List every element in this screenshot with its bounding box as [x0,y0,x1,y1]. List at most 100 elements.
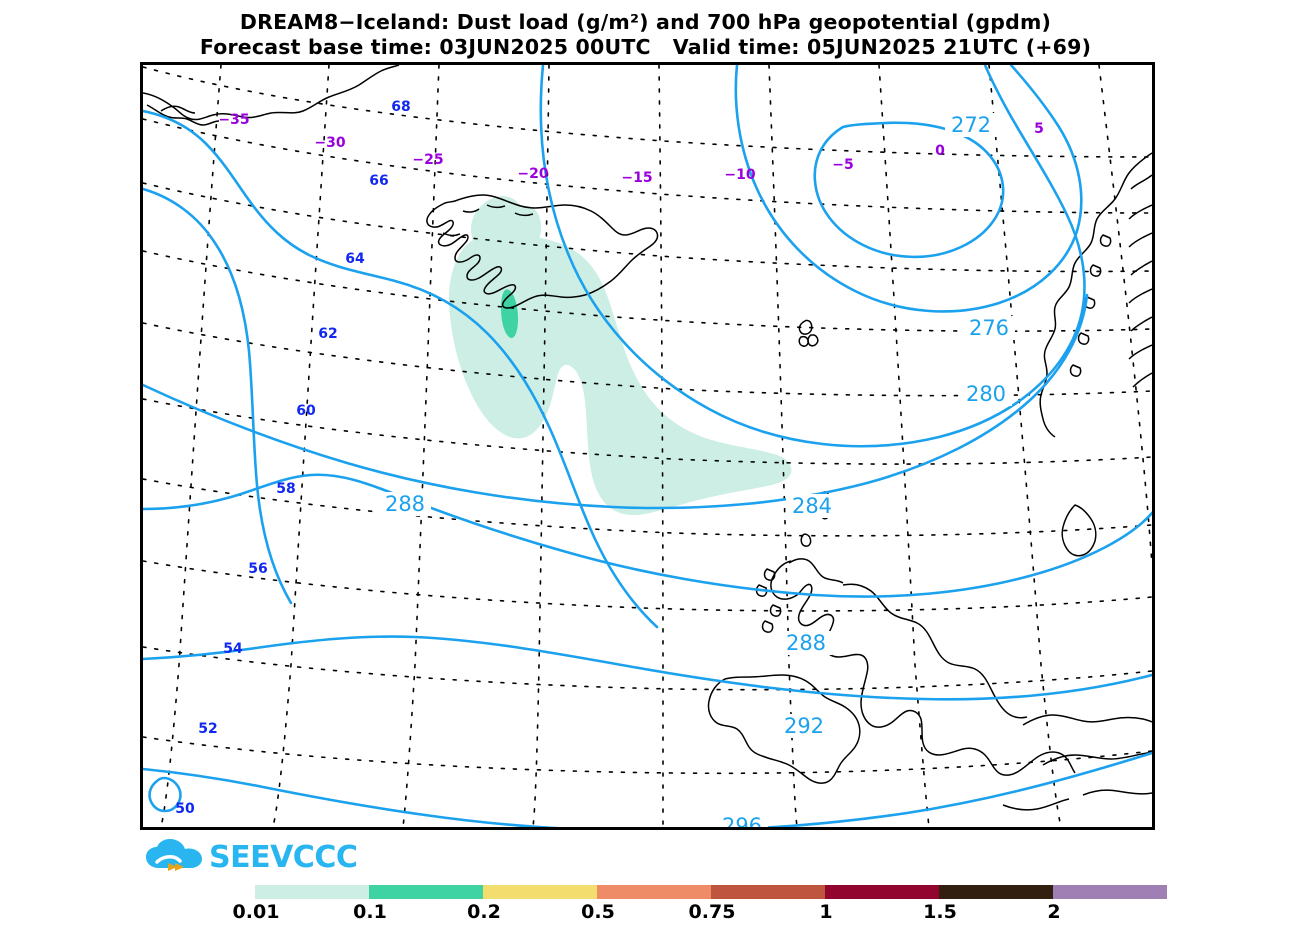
coastlines [143,65,1152,811]
coastline-norway-islands [1069,234,1112,377]
contour-label-276: 276 [963,316,1015,340]
colorbar-tick-0.1: 0.1 [353,901,387,923]
coastline-scotland-isles [755,568,782,633]
lat-label-68: 68 [391,99,410,115]
coastline-norway [1039,152,1152,438]
contour-label-272: 272 [945,113,997,137]
dust-load-colorbar: 0.01 0.1 0.2 0.5 0.75 1 1.5 2 [233,885,1167,923]
colorbar-tick-0.2: 0.2 [467,901,501,923]
arrow-icon [168,863,177,871]
contour-284 [143,293,1089,510]
contour-276 [734,65,1083,313]
colorbar-segment-0.75 [711,885,825,899]
coastline-iceland-fjords [442,204,534,237]
meridian-5 [1098,65,1152,566]
colorbar-tick-0.75: 0.75 [688,901,736,923]
coastline-denmark [1061,504,1097,557]
contour-label-296: 296 [716,814,768,827]
map-plot-area: 272 276 280 284 288 [140,62,1155,830]
lon-label--15: −15 [621,170,652,186]
dust-contour-0.01 [448,235,792,516]
coastline-brittany [1002,798,1070,811]
dust-contour-0.01-north-lobe [471,196,524,256]
lat-label-60: 60 [296,403,316,419]
geopotential-contours [143,65,1152,827]
coastline-continent-3 [1082,789,1152,796]
seevccc-logo: SEEVCCC [143,836,358,878]
meridian--15 [658,65,664,827]
contour-280 [539,65,1086,448]
contour-left-edge-2 [143,187,293,605]
meridian--30 [272,65,330,827]
contour-label-text: 284 [792,494,832,518]
contour-label-text: 280 [966,382,1006,406]
coastline-ireland [707,674,861,784]
meridian--25 [402,65,440,827]
coastline-greenland-detail2 [160,105,196,114]
lat-label-62: 62 [318,326,337,342]
meridian--35 [160,65,222,827]
colorbar-tick-1.5: 1.5 [923,901,957,923]
lon-label--25: −25 [412,152,443,168]
lat-label-52: 52 [198,721,217,737]
lon-label--30: −30 [314,135,345,151]
chart-title-block: DREAM8−Iceland: Dust load (g/m²) and 700… [0,10,1291,60]
coastline-continent [1022,714,1152,726]
colorbar-segment-1.5 [939,885,1053,899]
coastline-greenland-detail [146,104,220,126]
colorbar-segment-0.5 [597,885,711,899]
contour-label-288-west: 288 [379,492,431,516]
dust-load-field [448,196,792,516]
contour-label-288-east: 288 [780,631,832,655]
lat-label-58: 58 [276,481,295,497]
lat-label-64: 64 [345,251,365,267]
contour-label-284: 284 [786,494,838,518]
colorbar-segment-2 [1053,885,1167,899]
lon-label--5: −5 [832,157,853,173]
dust-contour-0.01-spur [510,205,542,252]
dust-contour-0.1 [501,289,518,339]
contour-292 [143,635,1152,701]
coastline-gb-east [842,583,1028,719]
lon-label--35: −35 [218,112,249,128]
lat-label-66: 66 [369,173,388,189]
coastline-faroe-3 [798,335,809,347]
graticule-grid [143,65,1152,827]
lon-label-5: 5 [1034,121,1044,137]
longitude-labels: −35 −30 −25 −20 −15 −10 −5 0 5 [218,112,1043,186]
coastline-norway-fjords [1128,174,1152,388]
colorbar-tick-labels: 0.01 0.1 0.2 0.5 0.75 1 1.5 2 [233,899,1167,923]
coastline-faroe-2 [807,334,819,347]
colorbar-segment-0.01 [255,885,369,899]
lat-label-50: 50 [175,801,195,817]
coastline-scotland-west [788,558,844,584]
contour-label-group: 272 276 280 284 288 [379,113,1015,827]
forecast-time-subtitle: Forecast base time: 03JUN2025 00UTC Vali… [199,35,1092,59]
lat-label-56: 56 [248,561,267,577]
contour-label-text: 292 [784,714,824,738]
contour-288 [143,473,1152,598]
coastline-greenland [143,65,400,121]
lat-label-54: 54 [223,641,243,657]
lon-label-0: 0 [935,143,945,159]
meridian--5 [878,65,930,827]
page-title: DREAM8−Iceland: Dust load (g/m²) and 700… [239,10,1052,34]
colorbar-strip [255,885,1167,899]
logo-text: SEEVCCC [209,839,358,875]
lon-label--10: −10 [724,167,755,183]
coastline-great-britain [770,560,1076,776]
contour-272 [813,121,1005,259]
colorbar-tick-1: 1 [819,901,833,923]
contour-left-loop [148,776,182,813]
parallel-50 [143,736,1152,775]
meridian-0 [988,65,1062,827]
colorbar-segment-0.2 [483,885,597,899]
colorbar-tick-2: 2 [1047,901,1061,923]
meridian--10 [768,65,798,827]
colorbar-segment-1 [825,885,939,899]
contour-label-text: 272 [951,113,991,137]
contour-left-edge-1 [143,109,659,629]
contour-label-text: 276 [969,316,1009,340]
coastline-faroe [798,319,813,335]
contour-label-292: 292 [778,714,830,738]
